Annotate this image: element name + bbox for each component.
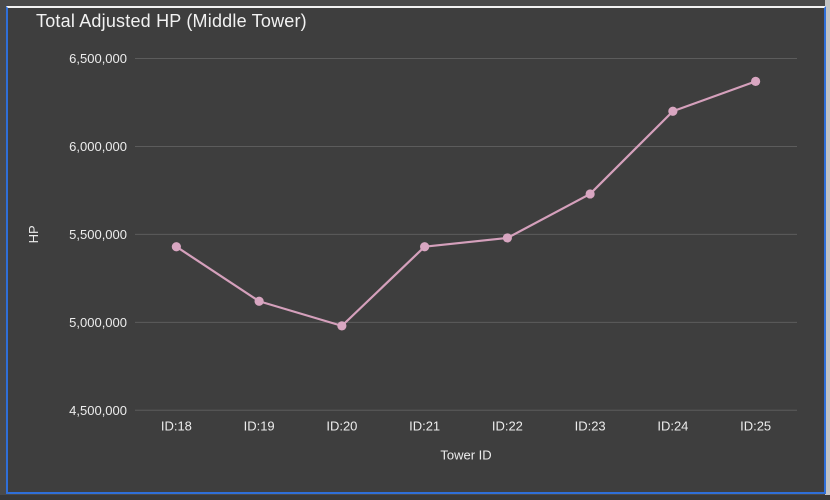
chart-panel: Total Adjusted HP (Middle Tower) 6,500,0… xyxy=(6,6,826,494)
data-point xyxy=(337,321,347,331)
data-point xyxy=(254,296,264,306)
data-point xyxy=(420,242,430,252)
series-line xyxy=(175,80,757,327)
x-tick-label: ID:25 xyxy=(740,418,771,433)
data-point xyxy=(751,76,761,86)
y-tick-label: 5,500,000 xyxy=(69,227,127,242)
x-tick-label: ID:22 xyxy=(492,418,523,433)
data-point xyxy=(668,106,678,116)
x-axis-title: Tower ID xyxy=(440,447,491,462)
line-chart: 6,500,000 6,000,000 5,500,000 5,000,000 4,50… xyxy=(26,51,797,462)
y-tick-label: 6,500,000 xyxy=(69,51,127,66)
x-tick-label: ID:18 xyxy=(161,418,192,433)
x-tick-label: ID:20 xyxy=(326,418,357,433)
data-point xyxy=(171,242,181,252)
x-tick-label: ID:24 xyxy=(657,418,688,433)
page-bottom-strip xyxy=(0,495,830,500)
y-tick-label: 5,000,000 xyxy=(69,315,127,330)
chart-title: Total Adjusted HP (Middle Tower) xyxy=(36,11,307,31)
y-axis-title: HP xyxy=(26,225,41,243)
page-right-strip xyxy=(825,0,830,495)
x-tick-label: ID:21 xyxy=(409,418,440,433)
y-tick-label: 6,000,000 xyxy=(69,139,127,154)
data-point xyxy=(502,233,512,243)
y-tick-label: 4,500,000 xyxy=(69,403,127,418)
x-tick-label: ID:19 xyxy=(244,418,275,433)
data-point xyxy=(585,189,595,199)
x-tick-label: ID:23 xyxy=(575,418,606,433)
